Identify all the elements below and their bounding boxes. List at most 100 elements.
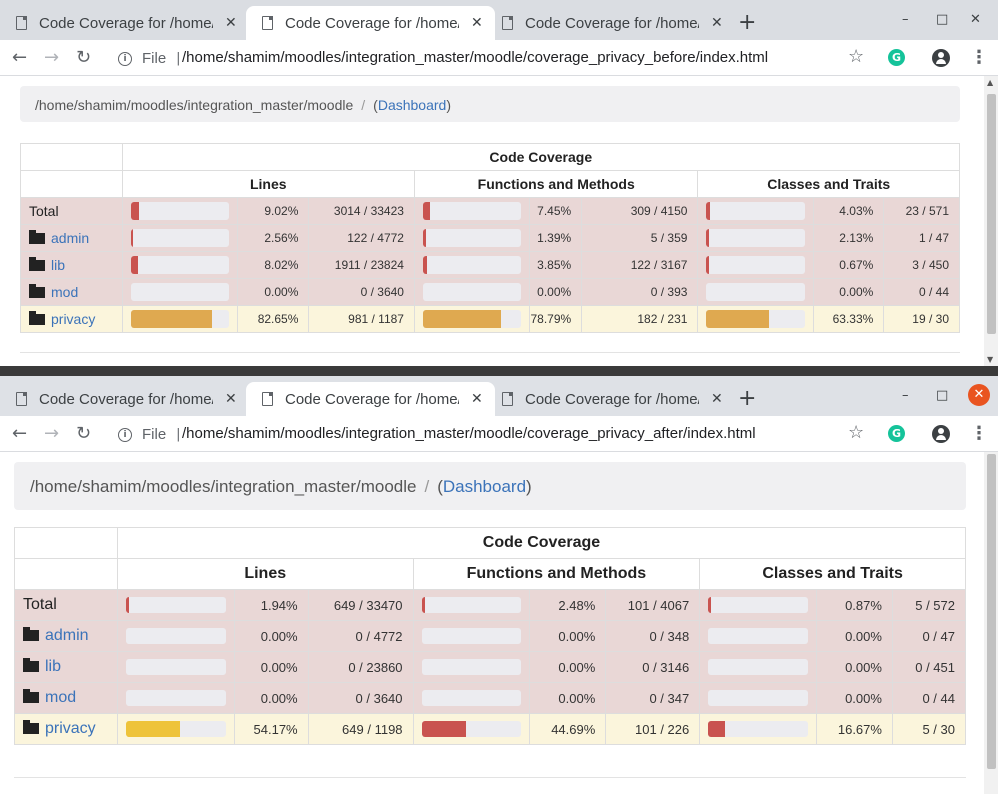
browser-window-before: Code Coverage for /home/shamim/moodles/i… [0,0,998,366]
directory-link[interactable]: lib [51,257,66,273]
forward-button[interactable]: → [44,47,60,68]
browser-menu-icon[interactable]: ⋮ [970,47,988,68]
account-icon[interactable] [932,425,950,443]
scrollbar-thumb[interactable] [987,94,996,334]
count-cell: 3014 / 33423 [308,197,415,225]
count-cell: 5 / 30 [891,713,967,745]
progress-bar [708,690,808,706]
new-tab-button[interactable]: + [738,10,757,35]
directory-link[interactable]: privacy [45,720,96,737]
folder-icon [29,230,45,244]
table-row: privacy 82.65% 981 / 1187 78.79% 182 / 231 63… [20,305,960,333]
count-cell: 5 / 359 [581,224,699,252]
site-info[interactable]: i File | [118,50,191,67]
progress-fill [708,721,725,737]
new-tab-button[interactable]: + [738,386,757,411]
count-cell: 101 / 226 [605,713,701,745]
close-tab-icon[interactable]: ✕ [471,15,483,31]
table-row: lib 8.02% 1911 / 23824 3.85% 122 / 3167 0.67%… [20,251,960,279]
dashboard-link[interactable]: Dashboard [442,477,527,496]
scrollbar[interactable] [984,452,998,794]
reload-button[interactable]: ↻ [76,47,92,68]
document-icon [502,16,513,30]
bookmark-star-icon[interactable]: ☆ [848,422,865,443]
back-button[interactable]: ← [12,423,28,444]
table-row: lib 0.00% 0 / 23860 0.00% 0 / 3146 0.00% 0 / 4… [14,651,967,683]
count-cell: 649 / 1198 [307,713,414,745]
folder-icon [23,689,39,703]
document-icon [502,392,513,406]
directory-link[interactable]: admin [45,627,89,644]
progress-bar [125,628,226,644]
progress-bar [706,283,805,301]
address-bar[interactable]: /home/shamim/moodles/integration_master/… [182,425,756,442]
header-functions: Functions and Methods [412,558,701,590]
percent-cell: 2.56% [236,224,310,252]
close-window-button[interactable]: ✕ [970,12,981,27]
percent-cell: 0.00% [233,651,309,683]
toolbar: ← → ↻ i File | /home/shamim/moodles/inte… [0,40,998,76]
percent-cell: 8.02% [236,251,310,279]
progress-bar [130,283,229,301]
minimize-button[interactable]: – [902,388,909,403]
breadcrumb: /home/shamim/moodles/integration_master/… [14,462,966,510]
minimize-button[interactable]: – [902,12,909,27]
count-cell: 23 / 571 [883,197,960,225]
url-scheme-label: File [142,426,167,443]
scrollbar-thumb[interactable] [987,454,996,769]
site-info[interactable]: i File | [118,426,191,443]
directory-link[interactable]: privacy [51,311,96,327]
url-scheme-label: File [142,50,167,67]
directory-link[interactable]: mod [51,284,79,300]
maximize-button[interactable]: □ [936,12,949,27]
tab-2-active[interactable]: Code Coverage for /home/shamim/moodles/i… [246,6,495,40]
progress-fill [706,202,711,220]
progress-bar [125,690,226,706]
reload-button[interactable]: ↻ [76,423,92,444]
tab-2-active[interactable]: Code Coverage for /home/shamim/moodles/i… [246,382,495,416]
coverage-table: Code Coverage Lines Functions and Method… [20,143,961,333]
count-cell: 101 / 4067 [605,589,701,621]
percent-cell: 4.03% [812,197,885,225]
directory-link[interactable]: admin [51,230,90,246]
close-tab-icon[interactable]: ✕ [225,391,237,407]
forward-button[interactable]: → [44,423,60,444]
percent-cell: 0.67% [812,251,885,279]
count-cell: 0 / 3640 [308,278,415,306]
progress-bar [706,229,805,247]
header-classes: Classes and Traits [699,558,966,590]
tab-1[interactable]: Code Coverage for /home/shamim/moodles/i… [0,382,250,416]
percent-cell: 16.67% [816,713,893,745]
close-window-button[interactable]: ✕ [968,384,990,406]
progress-bar [422,202,522,220]
bookmark-star-icon[interactable]: ☆ [848,46,865,67]
table-row: admin 2.56% 122 / 4772 1.39% 5 / 359 2.13% 1 /… [20,224,960,252]
close-tab-icon[interactable]: ✕ [471,391,483,407]
percent-cell: 63.33% [812,305,885,333]
progress-bar [421,690,522,706]
count-cell: 1911 / 23824 [308,251,415,279]
browser-menu-icon[interactable]: ⋮ [970,423,988,444]
maximize-button[interactable]: □ [936,388,949,403]
count-cell: 649 / 33470 [307,589,414,621]
directory-link[interactable]: mod [45,689,77,706]
percent-cell: 0.00% [816,651,893,683]
grammarly-extension-icon[interactable]: G [888,425,905,442]
close-tab-icon[interactable]: ✕ [711,391,723,407]
scrollbar[interactable]: ▲ ▼ [984,76,998,366]
close-tab-icon[interactable]: ✕ [711,15,723,31]
account-icon[interactable] [932,49,950,67]
address-bar[interactable]: /home/shamim/moodles/integration_master/… [182,49,769,66]
progress-bar [422,256,522,274]
grammarly-extension-icon[interactable]: G [888,49,905,66]
tab-3[interactable]: Code Coverage for /home/shamim/moodles/i… [486,382,735,416]
tab-3[interactable]: Code Coverage for /home/shamim/moodles/i… [486,6,735,40]
dashboard-link[interactable]: Dashboard [377,97,447,113]
back-button[interactable]: ← [12,47,28,68]
close-tab-icon[interactable]: ✕ [225,15,237,31]
count-cell: 0 / 3640 [307,682,414,714]
tab-1[interactable]: Code Coverage for /home/shamim/moodles/i… [0,6,250,40]
progress-bar [421,597,522,613]
directory-link[interactable]: lib [45,658,62,675]
table-row: mod 0.00% 0 / 3640 0.00% 0 / 393 0.00% 0 / 44 [20,278,960,306]
